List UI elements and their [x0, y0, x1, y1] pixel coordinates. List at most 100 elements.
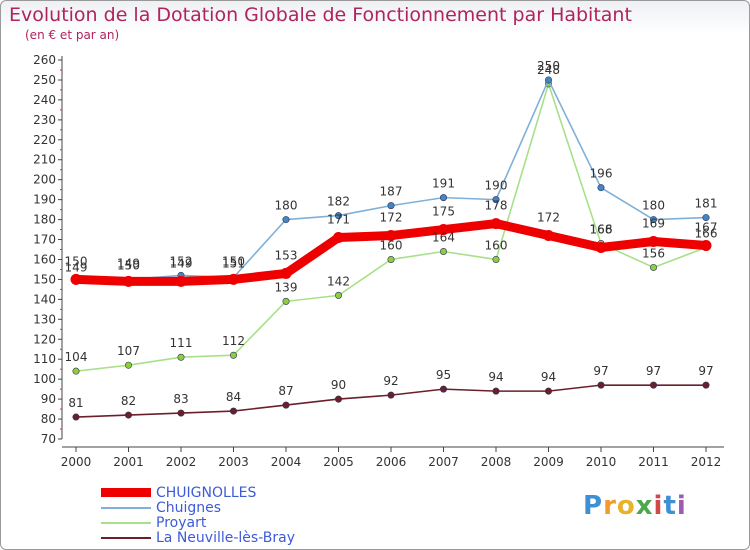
- y-tick-label: 110: [33, 352, 56, 366]
- logo-letter: r: [603, 491, 617, 521]
- logo-letter: o: [616, 491, 636, 521]
- data-point-la-neuville-l-s-bray: [230, 407, 238, 415]
- x-tick-label: 2001: [113, 455, 144, 469]
- y-tick-label: 260: [33, 53, 56, 67]
- legend-label: Chuignes: [156, 499, 222, 516]
- data-label-chuignolles: 169: [642, 217, 665, 231]
- x-tick-label: 2009: [533, 455, 564, 469]
- x-tick-label: 2003: [218, 455, 249, 469]
- data-label-la-neuville-l-s-bray: 94: [488, 370, 503, 384]
- legend-label: La Neuville-lès-Bray: [156, 529, 295, 546]
- data-point-la-neuville-l-s-bray: [492, 387, 500, 395]
- logo-letter: i: [653, 491, 664, 521]
- legend-swatch: [101, 488, 151, 497]
- y-tick-label: 250: [33, 73, 56, 87]
- data-label-proyart: 166: [695, 227, 718, 241]
- data-point-proyart: [230, 351, 238, 359]
- data-point-la-neuville-l-s-bray: [649, 381, 657, 389]
- data-label-chuignolles: 166: [590, 223, 613, 237]
- data-label-proyart: 111: [170, 336, 193, 350]
- data-label-chuignes: 250: [537, 59, 560, 73]
- data-label-chuignolles: 171: [327, 213, 350, 227]
- chart-title: Evolution de la Dotation Globale de Fonc…: [9, 4, 632, 26]
- data-point-proyart: [649, 263, 657, 271]
- data-label-la-neuville-l-s-bray: 90: [331, 378, 346, 392]
- data-point-proyart: [334, 291, 342, 299]
- data-point-la-neuville-l-s-bray: [177, 409, 185, 417]
- data-label-proyart: 156: [642, 246, 665, 260]
- y-tick-label: 230: [33, 113, 56, 127]
- y-tick-label: 80: [41, 412, 56, 426]
- y-tick-label: 210: [33, 153, 56, 167]
- data-point-chuignes: [702, 214, 710, 222]
- x-tick-label: 2010: [586, 455, 617, 469]
- y-tick-label: 100: [33, 372, 56, 386]
- data-point-proyart: [125, 361, 133, 369]
- data-label-la-neuville-l-s-bray: 97: [593, 364, 608, 378]
- data-label-la-neuville-l-s-bray: 94: [541, 370, 556, 384]
- data-point-chuignolles: [70, 273, 82, 285]
- data-point-chuignolles: [700, 240, 712, 252]
- x-tick-label: 2011: [638, 455, 669, 469]
- legend-item: Chuignes: [101, 499, 295, 516]
- data-point-chuignolles: [490, 218, 502, 230]
- data-label-proyart: 104: [65, 350, 88, 364]
- data-point-la-neuville-l-s-bray: [597, 381, 605, 389]
- data-point-chuignes: [282, 216, 290, 224]
- data-point-la-neuville-l-s-bray: [125, 411, 133, 419]
- data-label-chuignes: 151: [222, 256, 245, 270]
- y-tick-label: 240: [33, 93, 56, 107]
- data-label-proyart: 168: [590, 223, 613, 237]
- data-label-chuignes: 196: [590, 167, 613, 181]
- legend-item: Proyart: [101, 515, 295, 531]
- data-point-la-neuville-l-s-bray: [334, 395, 342, 403]
- data-point-chuignolles: [648, 236, 659, 248]
- data-label-proyart: 248: [537, 63, 560, 77]
- data-point-chuignes: [597, 184, 605, 192]
- x-tick-label: 2008: [481, 455, 512, 469]
- y-tick-label: 120: [33, 332, 56, 346]
- data-label-proyart: 142: [327, 274, 350, 288]
- data-label-chuignolles: 150: [65, 254, 88, 268]
- data-point-la-neuville-l-s-bray: [702, 381, 710, 389]
- legend-label: CHUIGNOLLES: [156, 484, 257, 501]
- data-label-chuignes: 190: [485, 179, 508, 193]
- proxiti-logo: Proxiti: [583, 491, 687, 521]
- data-point-la-neuville-l-s-bray: [544, 387, 552, 395]
- data-point-la-neuville-l-s-bray: [387, 391, 395, 399]
- data-point-chuignolles: [543, 230, 554, 242]
- data-point-proyart: [282, 297, 290, 305]
- data-label-proyart: 139: [275, 280, 298, 294]
- legend-swatch: [101, 506, 151, 509]
- data-label-chuignolles: 178: [485, 199, 508, 213]
- data-point-la-neuville-l-s-bray: [439, 385, 447, 393]
- x-tick-label: 2000: [61, 455, 92, 469]
- data-label-chuignolles: 153: [275, 248, 298, 262]
- data-point-chuignolles: [595, 242, 607, 254]
- data-point-proyart: [387, 255, 395, 263]
- data-point-la-neuville-l-s-bray: [72, 413, 80, 421]
- data-label-chuignolles: 172: [537, 211, 560, 225]
- data-label-proyart: 164: [432, 230, 455, 244]
- data-point-chuignolles: [123, 275, 134, 287]
- chart-subtitle: (en € et par an): [25, 28, 120, 42]
- logo-letter: x: [635, 491, 654, 521]
- data-point-proyart: [177, 353, 185, 361]
- y-tick-label: 190: [33, 193, 56, 207]
- data-label-chuignes: 149: [65, 260, 88, 274]
- data-label-chuignolles: 149: [170, 256, 193, 270]
- x-tick-label: 2007: [428, 455, 459, 469]
- data-label-chuignes: 191: [432, 177, 455, 191]
- series-line-la-neuville-l-s-bray: [75, 384, 707, 418]
- data-label-chuignes: 187: [380, 185, 403, 199]
- data-point-la-neuville-l-s-bray: [282, 401, 290, 409]
- legend-swatch: [101, 536, 151, 539]
- x-tick-label: 2002: [166, 455, 197, 469]
- data-point-chuignes: [387, 202, 395, 210]
- data-label-la-neuville-l-s-bray: 84: [226, 390, 241, 404]
- y-tick-label: 70: [41, 432, 56, 446]
- logo-letter: t: [663, 491, 677, 521]
- data-label-chuignes: 150: [117, 258, 140, 272]
